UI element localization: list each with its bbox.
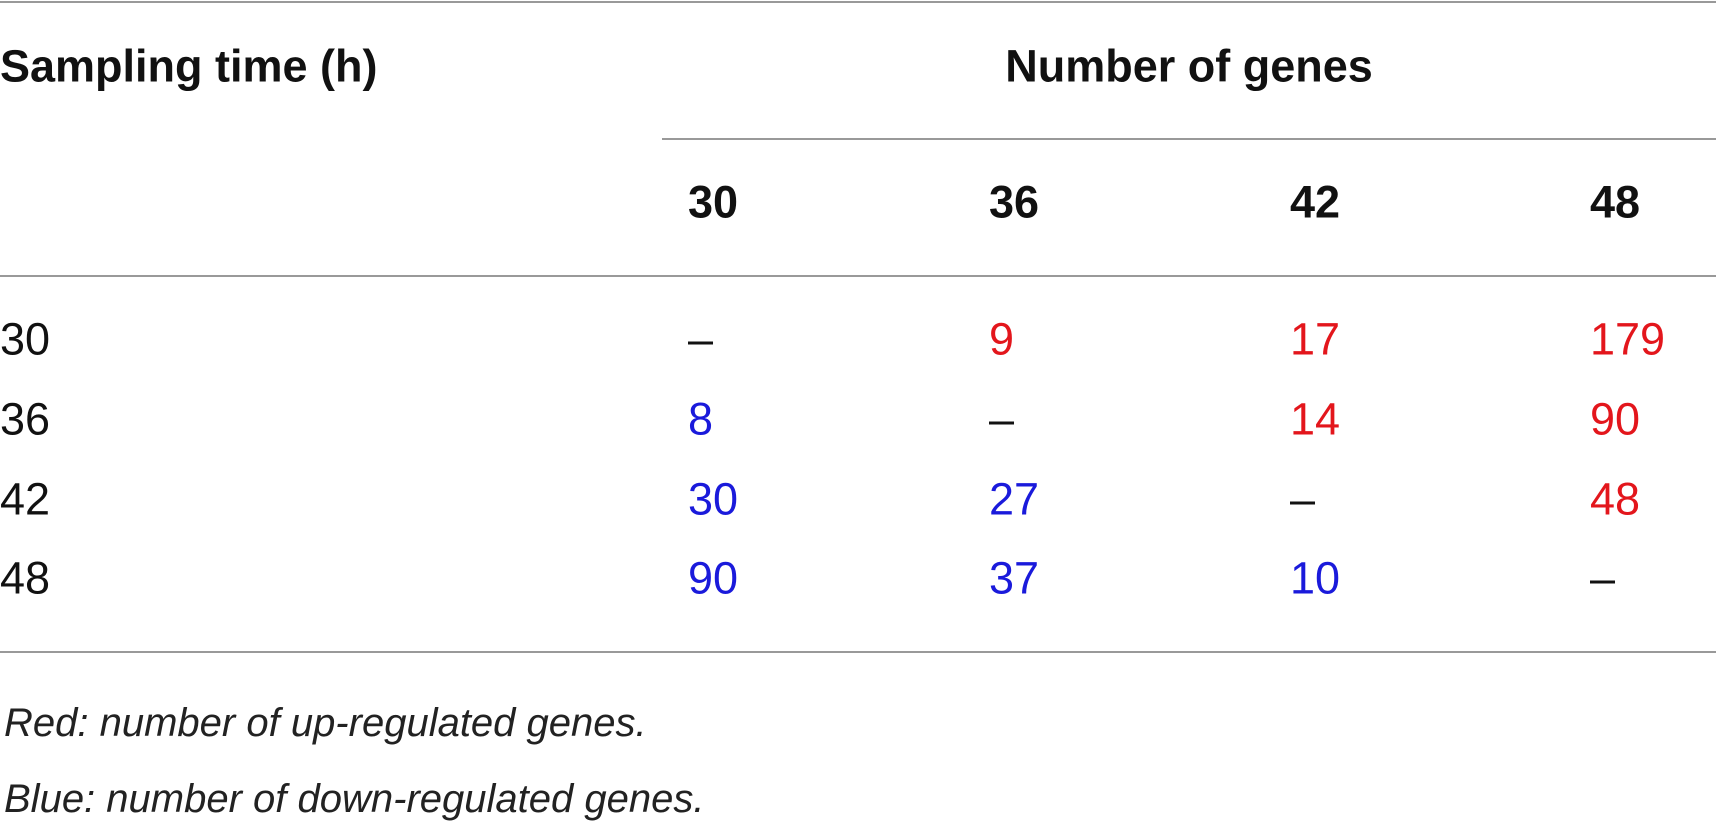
group-header: Number of genes [1005, 40, 1373, 92]
footnote: Red: number of up-regulated genes. [4, 701, 647, 745]
row-label: 42 [0, 473, 51, 525]
cell: – [688, 313, 714, 365]
column-header: 36 [989, 176, 1040, 228]
cell: – [1590, 552, 1616, 604]
cell: 17 [1290, 313, 1341, 365]
top-rule [0, 1, 1716, 3]
cell: 14 [1290, 393, 1341, 445]
cell: – [1290, 473, 1316, 525]
cell: 48 [1590, 473, 1641, 525]
cell: 90 [1590, 393, 1641, 445]
row-label: 30 [0, 313, 51, 365]
footnote: Blue: number of down-regulated genes. [4, 777, 705, 821]
column-header: 48 [1590, 176, 1641, 228]
cell: 179 [1590, 313, 1666, 365]
column-header: 30 [688, 176, 739, 228]
row-label: 36 [0, 393, 51, 445]
cell: 9 [989, 313, 1015, 365]
bottom-rule [0, 651, 1716, 653]
header-rule [0, 275, 1716, 277]
cell: 8 [688, 393, 714, 445]
cell: 30 [688, 473, 739, 525]
row-label: 48 [0, 552, 51, 604]
cell: 37 [989, 552, 1040, 604]
cell: 10 [1290, 552, 1341, 604]
cell: – [989, 393, 1015, 445]
cell: 90 [688, 552, 739, 604]
row-label-header: Sampling time (h) [0, 40, 378, 92]
group-rule [662, 138, 1716, 140]
cell: 27 [989, 473, 1040, 525]
column-header: 42 [1290, 176, 1341, 228]
